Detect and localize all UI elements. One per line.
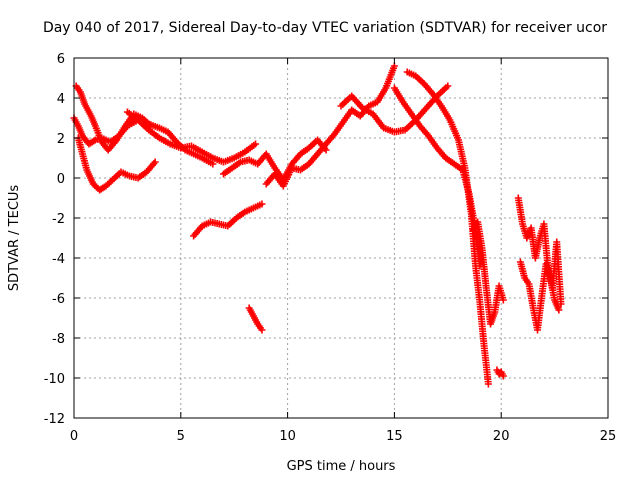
series-track-b [72,82,155,154]
series-track-f [262,62,398,190]
y-tick-label: -10 [44,372,65,387]
x-tick-label: 5 [177,429,185,444]
chart-title: Day 040 of 2017, Sidereal Day-to-day VTE… [43,20,607,36]
data-point [499,372,507,380]
data-point [444,82,452,90]
data-points [70,62,565,388]
series-track-l [469,218,507,328]
y-tick-label: -8 [52,332,65,347]
y-tick-label: -2 [52,212,65,227]
series-track-i [403,68,492,388]
data-point [258,326,266,334]
x-tick-label: 15 [386,429,403,444]
y-tick-label: 6 [57,52,65,67]
x-tick-label: 20 [493,429,510,444]
data-point [252,140,260,148]
y-tick-label: -4 [52,252,65,267]
data-point [258,200,266,208]
series-track-g [337,82,452,136]
x-axis-label: GPS time / hours [287,459,396,474]
series-track-n [514,194,565,308]
series-track-k [245,304,266,334]
axis-ticks: 0 5 10 15 20 25 -12 -10 -8 -6 -4 -2 0 2 4 6 [44,52,617,444]
data-point [209,160,217,168]
data-point [499,296,507,304]
data-point [151,158,159,166]
y-tick-label: -6 [52,292,65,307]
y-tick-label: 4 [57,92,65,107]
grid-lines [74,58,608,418]
x-tick-label: 10 [279,429,296,444]
series-track-j [190,200,266,240]
y-tick-label: -12 [44,412,65,427]
series-track-d [123,108,260,166]
y-tick-label: 2 [57,132,65,147]
series-track-c [74,134,159,194]
series-track-o [516,258,563,334]
data-point [484,380,492,388]
plot-frame [73,57,609,419]
y-axis-label: SDTVAR / TECUs [7,185,22,292]
y-tick-label: 0 [57,172,65,187]
data-point [555,306,563,314]
series-track-m [493,366,507,380]
x-tick-label: 25 [600,429,617,444]
x-tick-label: 0 [70,429,78,444]
